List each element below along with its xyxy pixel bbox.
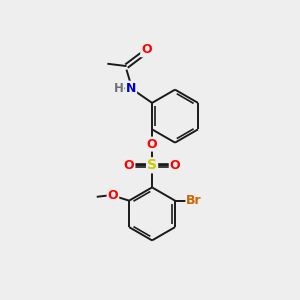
Text: S: S xyxy=(147,158,157,172)
Text: O: O xyxy=(108,189,118,202)
Text: H: H xyxy=(114,82,123,95)
Text: O: O xyxy=(147,138,158,151)
Text: Br: Br xyxy=(186,194,202,207)
Text: O: O xyxy=(141,44,152,56)
Text: N: N xyxy=(126,82,136,95)
Text: O: O xyxy=(124,159,134,172)
Text: O: O xyxy=(170,159,180,172)
